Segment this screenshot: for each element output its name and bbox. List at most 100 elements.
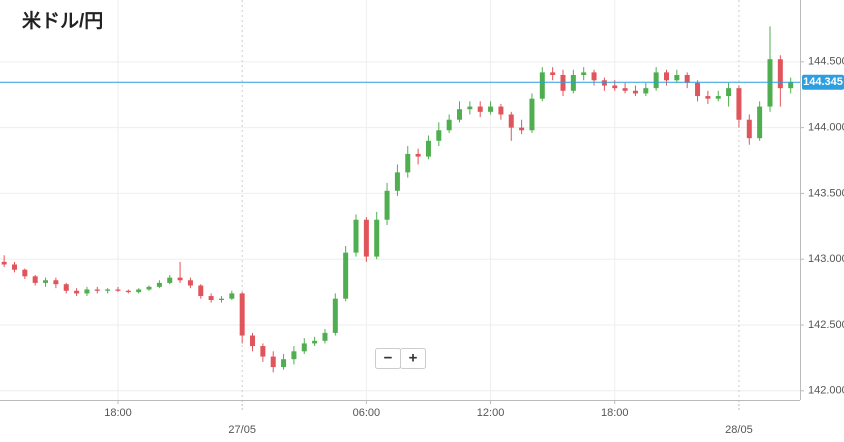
candle-body [260, 346, 266, 357]
candle-body [498, 106, 504, 115]
candle-body [601, 80, 607, 86]
candle-body [32, 276, 38, 283]
candle-body [22, 269, 28, 277]
candle-body [477, 106, 483, 112]
candle-body [705, 96, 711, 99]
candle-body [343, 252, 349, 299]
candle-body [1, 261, 7, 265]
candle-body [250, 335, 256, 347]
candle-body [777, 59, 783, 89]
candle-body [84, 289, 90, 294]
candle-body [105, 289, 111, 291]
candle-body [332, 298, 338, 333]
y-tick-label: 142.500 [808, 319, 844, 331]
candle-body [281, 359, 287, 368]
candle-body [467, 106, 473, 110]
candle-body [736, 88, 742, 120]
candle-body [229, 293, 235, 299]
candle-body [550, 72, 556, 75]
candle-body [415, 153, 421, 157]
y-tick-label: 144.500 [808, 56, 844, 68]
y-tick-label: 144.000 [808, 122, 844, 134]
candle-body [684, 75, 690, 83]
x-tick-label: 18:00 [601, 407, 629, 419]
candle-body [363, 219, 369, 257]
candle-body [167, 277, 173, 283]
candle-body [146, 286, 152, 290]
candle-body [767, 59, 773, 107]
x-tick-label: 18:00 [104, 407, 132, 419]
candle-body [726, 88, 732, 97]
candle-body [291, 351, 297, 360]
zoom-in-label[interactable]: + [409, 349, 418, 366]
current-price-label: 144.345 [803, 76, 843, 88]
candle-body [187, 280, 193, 286]
candle-body [43, 280, 49, 283]
current-price-box [802, 74, 844, 90]
candle-body [508, 114, 514, 128]
candle-body [632, 90, 638, 94]
candle-body [653, 72, 659, 89]
y-tick-label: 143.000 [808, 253, 844, 265]
candle-body [560, 75, 566, 91]
candle-body [446, 119, 452, 131]
candle-body [529, 98, 535, 131]
candle-body [374, 219, 380, 257]
x-tick-label: 06:00 [353, 407, 381, 419]
candle-body [63, 284, 69, 291]
candle-body [622, 88, 628, 91]
x-tick-label: 27/05 [228, 424, 256, 436]
candle-body [581, 72, 587, 75]
candle-body [425, 140, 431, 157]
candle-body [757, 106, 763, 139]
candle-body [115, 289, 121, 291]
zoom-in-button[interactable] [400, 348, 426, 369]
x-tick-label: 12:00 [477, 407, 505, 419]
candle-body [53, 280, 59, 285]
candle-body [591, 72, 597, 81]
chart-title: 米ドル/円 [22, 9, 103, 32]
x-tick-label: 28/05 [725, 424, 753, 436]
candle-body [11, 264, 17, 270]
candle-body [208, 296, 214, 300]
zoom-out-label[interactable]: − [384, 349, 393, 366]
candle-body [715, 96, 721, 99]
candle-body [519, 127, 525, 131]
candle-body [384, 190, 390, 220]
candle-body [570, 75, 576, 91]
candle-body [74, 290, 80, 294]
overlay: 142.000 142.500 143.000 143.500 144.000 144.5… [0, 56, 844, 436]
zoom-controls: − + [375, 348, 426, 369]
candle-body [643, 88, 649, 94]
candle-body [405, 153, 411, 173]
candle-body [436, 130, 442, 141]
grid [0, 0, 804, 412]
y-tick-label: 143.500 [808, 187, 844, 199]
candle-body [746, 119, 752, 139]
candle-body [239, 293, 245, 336]
candle-body [156, 282, 162, 287]
candle-body [218, 298, 224, 300]
candle-body [488, 106, 494, 112]
candle-body [788, 82, 794, 89]
candle-body [674, 75, 680, 81]
y-tick-label: 142.000 [808, 385, 844, 397]
candle-body [198, 285, 204, 297]
candle-body [663, 72, 669, 81]
candles [1, 26, 794, 373]
candle-body [125, 290, 131, 293]
candle-body [136, 289, 142, 293]
candle-body [94, 289, 100, 291]
candle-body [394, 172, 400, 191]
candle-body [322, 332, 328, 341]
candle-body [301, 343, 307, 352]
candle-body [312, 340, 318, 344]
candle-body [612, 85, 618, 89]
candle-body [539, 72, 545, 99]
candle-body [177, 277, 183, 281]
candle-body [695, 82, 701, 97]
candle-body [457, 109, 463, 120]
candle-body [270, 356, 276, 368]
